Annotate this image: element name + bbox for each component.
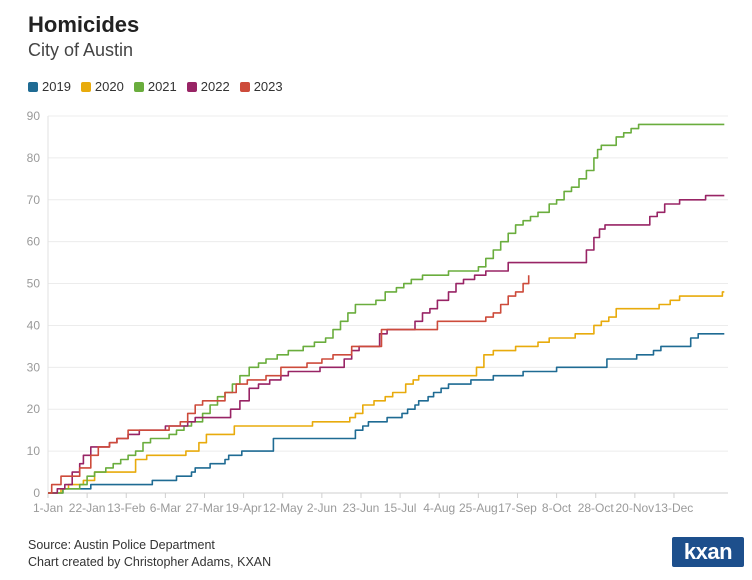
series-lines bbox=[48, 123, 725, 494]
legend-swatch bbox=[239, 81, 250, 92]
x-tick-label: 15-Jul bbox=[384, 501, 417, 515]
legend: 2019 2020 2021 2022 2023 bbox=[28, 79, 283, 94]
y-tick-label: 40 bbox=[27, 318, 41, 332]
chart-subtitle: City of Austin bbox=[28, 40, 134, 60]
x-tick-label: 13-Dec bbox=[655, 501, 694, 515]
y-tick-label: 60 bbox=[27, 235, 41, 249]
y-tick-label: 30 bbox=[27, 360, 41, 374]
legend-item-2020[interactable]: 2020 bbox=[80, 79, 124, 94]
legend-swatch bbox=[133, 81, 144, 92]
y-tick-label: 20 bbox=[27, 402, 41, 416]
x-tick-label: 2-Jun bbox=[307, 501, 337, 515]
y-tick-label: 50 bbox=[27, 277, 41, 291]
series-line-2020[interactable] bbox=[48, 291, 725, 494]
series-line-2022[interactable] bbox=[48, 194, 725, 494]
x-tick-label: 25-Aug bbox=[459, 501, 498, 515]
series-line-2021[interactable] bbox=[48, 123, 725, 494]
x-tick-label: 23-Jun bbox=[343, 501, 380, 515]
x-tick-label: 22-Jan bbox=[69, 501, 106, 515]
x-tick-label: 8-Oct bbox=[542, 501, 572, 515]
legend-label: 2020 bbox=[94, 79, 124, 94]
y-tick-label: 80 bbox=[27, 151, 41, 165]
legend-label: 2022 bbox=[200, 79, 230, 94]
legend-label: 2023 bbox=[253, 79, 283, 94]
series-line-2023[interactable] bbox=[48, 275, 530, 494]
legend-swatch bbox=[80, 81, 91, 92]
credit-note: Chart created by Christopher Adams, KXAN bbox=[28, 555, 272, 569]
y-tick-label: 70 bbox=[27, 193, 41, 207]
x-tick-label: 4-Aug bbox=[423, 501, 455, 515]
y-tick-label: 0 bbox=[33, 486, 40, 500]
legend-item-2022[interactable]: 2022 bbox=[186, 79, 230, 94]
kxan-logo: kxan bbox=[672, 537, 744, 567]
x-tick-label: 28-Oct bbox=[578, 501, 615, 515]
chart-title: Homicides bbox=[28, 12, 140, 37]
legend-item-2021[interactable]: 2021 bbox=[133, 79, 177, 94]
legend-item-2019[interactable]: 2019 bbox=[28, 79, 71, 94]
legend-swatch bbox=[28, 81, 38, 92]
legend-swatch bbox=[186, 81, 197, 92]
x-tick-label: 17-Sep bbox=[498, 501, 537, 515]
gridlines bbox=[47, 115, 728, 494]
x-tick-label: 12-May bbox=[263, 501, 303, 515]
x-tick-label: 1-Jan bbox=[33, 501, 63, 515]
series-line-2019[interactable] bbox=[48, 333, 725, 494]
legend-label: 2019 bbox=[42, 79, 71, 94]
y-tick-label: 10 bbox=[27, 444, 41, 458]
x-tick-label: 13-Feb bbox=[107, 501, 145, 515]
x-axis: 1-Jan 22-Jan 13-Feb 6-Mar 27-Mar 19-Apr 12-May… bbox=[33, 493, 693, 515]
line-chart: 0 10 20 30 40 50 60 70 80 90 1-Jan 22-Jan 13-Feb 6-M… bbox=[27, 109, 728, 515]
x-tick-label: 19-Apr bbox=[226, 501, 262, 515]
legend-label: 2021 bbox=[147, 79, 177, 94]
y-axis: 0 10 20 30 40 50 60 70 80 90 bbox=[27, 109, 41, 500]
legend-item-2023[interactable]: 2023 bbox=[239, 79, 283, 94]
x-tick-label: 20-Nov bbox=[616, 501, 655, 515]
source-note: Source: Austin Police Department bbox=[28, 538, 215, 552]
x-tick-label: 6-Mar bbox=[150, 501, 181, 515]
x-tick-label: 27-Mar bbox=[185, 501, 223, 515]
y-tick-label: 90 bbox=[27, 109, 41, 123]
